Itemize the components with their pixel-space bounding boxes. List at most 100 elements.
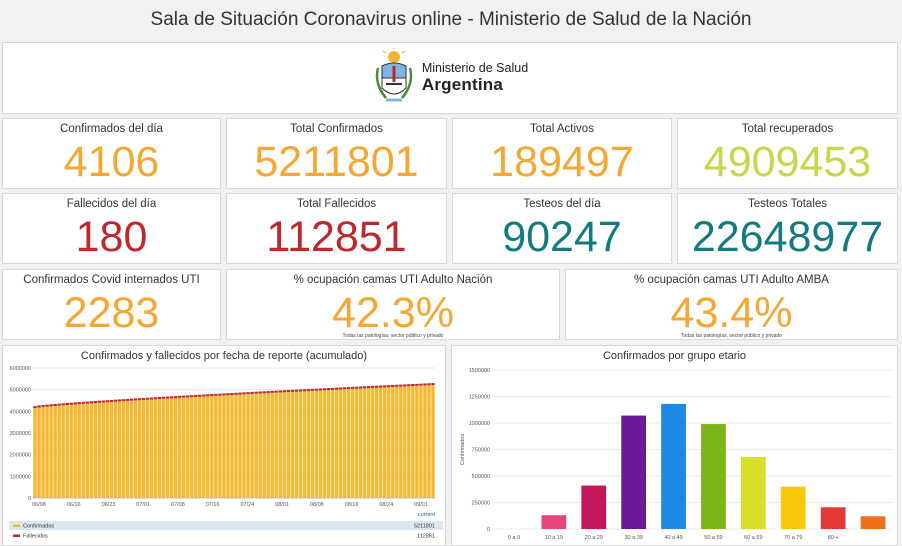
stat-value: 43.4% [670, 289, 793, 337]
logo-country-text: Argentina [421, 75, 503, 95]
bar-confirmados [370, 387, 375, 498]
bar-fallecidos [174, 396, 178, 399]
bar-fallecidos [294, 389, 299, 392]
bar-fallecidos [302, 389, 307, 392]
bar-fallecidos [121, 399, 126, 402]
ministry-logo: Ministerio de Salud Argentina [372, 48, 528, 108]
bar-confirmados [407, 386, 411, 498]
x-tick-label: 09/01 [414, 502, 428, 508]
chart-cumulative-panel: Confirmados y fallecidos por fecha de re… [2, 345, 446, 546]
y-tick-label: 1000000 [10, 474, 31, 480]
bar-confirmados [69, 404, 73, 498]
bar-fallecidos [326, 388, 331, 391]
page-title: Sala de Situación Coronavirus online - M… [0, 0, 902, 40]
bar-fallecidos [45, 404, 49, 407]
stat-label: Total recuperados [741, 123, 834, 135]
bar-fallecidos [178, 395, 182, 398]
bar-confirmados [81, 403, 85, 498]
bar-confirmados [294, 391, 299, 498]
y-tick-label: 0 [487, 527, 490, 533]
bar-fallecidos [129, 398, 134, 401]
bar-confirmados [149, 399, 154, 498]
bar-confirmados [362, 388, 367, 498]
cumulative-chart: 0 1000000 2000000 3000000 4000000 5000000 6000… [9, 366, 443, 540]
bar-fallecidos [270, 390, 274, 393]
bar-confirmados [230, 394, 234, 498]
bar-fallecidos [186, 395, 190, 398]
bar-confirmados [387, 387, 391, 498]
bar-fallecidos [65, 403, 69, 406]
bar-confirmados [415, 385, 419, 498]
bar-fallecidos [194, 394, 198, 397]
bar-confirmados [125, 400, 130, 498]
y-tick-label: 500000 [472, 474, 490, 480]
bar-fallecidos [346, 387, 351, 390]
bar-fallecidos [334, 387, 339, 390]
x-tick-label: 07/01 [136, 502, 150, 508]
stat-value: 42.3% [332, 289, 454, 337]
x-tick-label: 40 a 49 [664, 535, 682, 541]
stat-card-total-recuperados: Total recuperados 4909453 [677, 118, 898, 189]
bar-confirmados [73, 404, 77, 498]
x-tick-label: 07/08 [171, 502, 185, 508]
bar-fallecidos [230, 392, 234, 395]
bar-confirmados [77, 404, 81, 498]
bar-confirmados [153, 399, 158, 498]
bar-fallecidos [431, 383, 435, 386]
y-tick-label: 6000000 [10, 366, 31, 372]
bar-confirmados [379, 387, 383, 498]
bar-fallecidos [101, 400, 106, 403]
bar-confirmados [182, 397, 186, 498]
legend-row [9, 521, 443, 530]
bar-confirmados [93, 402, 98, 498]
bar-fallecidos [53, 403, 57, 406]
bar-confirmados [419, 385, 423, 498]
logo-panel: Ministerio de Salud Argentina [2, 42, 898, 114]
legend-swatch [13, 524, 20, 527]
bar-fallecidos [97, 400, 102, 403]
stat-card-ocupacion-nacion: % ocupación camas UTI Adulto Nación 42.3… [226, 269, 560, 340]
bar-fallecidos [391, 384, 395, 387]
bar-confirmados [45, 406, 49, 498]
stat-value: 180 [75, 213, 148, 261]
bar-confirmados [262, 393, 266, 498]
bar-confirmados [198, 396, 202, 498]
bar-confirmados [246, 394, 250, 498]
bar-fallecidos [407, 384, 411, 387]
bar-confirmados [290, 391, 294, 498]
bar-confirmados [178, 397, 182, 498]
bar-fallecidos [137, 398, 142, 401]
bar-fallecidos [210, 394, 214, 397]
bar-confirmados [169, 398, 174, 498]
age-bar [621, 415, 647, 529]
stat-card-confirmados-dia: Confirmados del día 4106 [2, 118, 221, 189]
age-bar [661, 403, 686, 529]
bar-fallecidos [109, 399, 114, 402]
y-tick-label: 750000 [472, 448, 490, 454]
x-tick-label: 08/01 [275, 502, 289, 508]
stat-label: Confirmados del día [60, 123, 163, 135]
bar-fallecidos [383, 385, 387, 388]
bar-confirmados [33, 408, 37, 498]
bar-confirmados [49, 406, 53, 498]
bar-confirmados [403, 386, 407, 498]
bar-fallecidos [286, 390, 290, 393]
y-tick-label: 1500000 [469, 368, 490, 374]
bar-fallecidos [57, 403, 61, 406]
bar-confirmados [105, 402, 110, 498]
age-bar [860, 516, 886, 529]
x-tick-label: 70 a 79 [784, 535, 802, 541]
y-axis-label: Confirmados [460, 434, 466, 465]
bar-fallecidos [298, 389, 303, 392]
bar-fallecidos [375, 385, 379, 388]
bar-fallecidos [274, 390, 278, 393]
bar-fallecidos [310, 388, 315, 391]
bar-fallecidos [234, 392, 238, 395]
bar-fallecidos [77, 402, 81, 405]
bar-confirmados [238, 394, 242, 498]
bar-fallecidos [222, 393, 226, 396]
bar-confirmados [57, 405, 61, 498]
bar-confirmados [346, 389, 351, 498]
bar-fallecidos [262, 391, 266, 394]
chart-title: Confirmados y fallecidos por fecha de re… [80, 350, 368, 362]
